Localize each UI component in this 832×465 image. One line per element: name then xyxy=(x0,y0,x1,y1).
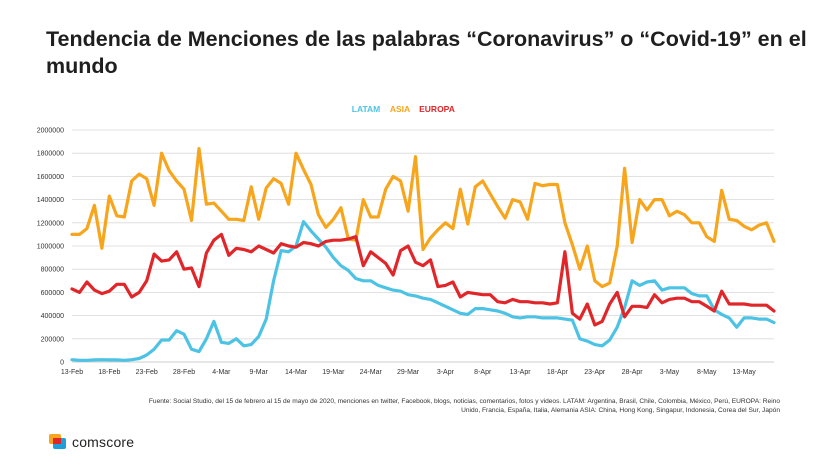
comscore-logo-icon xyxy=(49,434,66,449)
series-line-asia xyxy=(70,147,776,289)
x-tick-label: 19-Mar xyxy=(322,369,345,376)
y-tick-label: 1400000 xyxy=(37,197,64,204)
x-tick-label: 28-Feb xyxy=(173,369,195,376)
x-tick-label: 13-May xyxy=(732,369,756,376)
legend-item-asia: ASIA xyxy=(390,104,410,114)
x-axis: 13-Feb 18-Feb 23-Feb 28-Feb 4-Mar 9-Mar 14-Mar… xyxy=(61,369,756,376)
y-tick-label: 2000000 xyxy=(37,128,64,135)
y-tick-label: 1200000 xyxy=(37,220,64,227)
series-line-latam xyxy=(70,220,776,362)
y-tick-label: 600000 xyxy=(41,290,64,297)
series-line-europa xyxy=(70,232,776,327)
y-axis: 0 200000 400000 600000 800000 1000000 1200000 1… xyxy=(37,128,64,367)
line-chart: LATAM ASIA EUROPA 0 200000 400000 600000 80000… xyxy=(37,104,776,376)
source-note: Fuente: Social Studio, del 15 de febrero… xyxy=(148,398,780,414)
legend-item-latam: LATAM xyxy=(352,104,380,114)
x-tick-label: 18-Feb xyxy=(98,369,120,376)
comscore-logo: comscore xyxy=(48,432,134,452)
x-tick-label: 23-Feb xyxy=(136,369,158,376)
y-tick-label: 800000 xyxy=(41,267,64,274)
x-tick-label: 18-Apr xyxy=(547,369,569,376)
x-tick-label: 29-Mar xyxy=(397,369,420,376)
legend-item-europa: EUROPA xyxy=(419,104,455,114)
x-tick-label: 24-Mar xyxy=(360,369,383,376)
x-tick-label: 13-Feb xyxy=(61,369,83,376)
comscore-logo-text: comscore xyxy=(72,434,135,450)
x-tick-label: 23-Apr xyxy=(584,369,606,376)
y-tick-label: 200000 xyxy=(41,336,64,343)
x-tick-label: 8-Apr xyxy=(474,369,492,376)
x-tick-label: 3-Apr xyxy=(437,369,455,376)
x-tick-label: 4-Mar xyxy=(212,369,231,376)
chart-title: Tendencia de Menciones de las palabras “… xyxy=(46,27,807,78)
chart-legend: LATAM ASIA EUROPA xyxy=(352,104,455,114)
y-tick-label: 400000 xyxy=(41,313,64,320)
x-tick-label: 28-Apr xyxy=(622,369,644,376)
x-tick-label: 13-Apr xyxy=(510,369,532,376)
y-tick-label: 1600000 xyxy=(37,174,64,181)
y-tick-label: 1800000 xyxy=(37,151,64,158)
y-tick-label: 1000000 xyxy=(37,244,64,251)
x-tick-label: 9-Mar xyxy=(250,369,269,376)
x-tick-label: 3-May xyxy=(660,369,680,376)
chart-series xyxy=(70,147,776,362)
y-tick-label: 0 xyxy=(60,360,64,367)
x-tick-label: 8-May xyxy=(697,369,717,376)
x-tick-label: 14-Mar xyxy=(285,369,308,376)
